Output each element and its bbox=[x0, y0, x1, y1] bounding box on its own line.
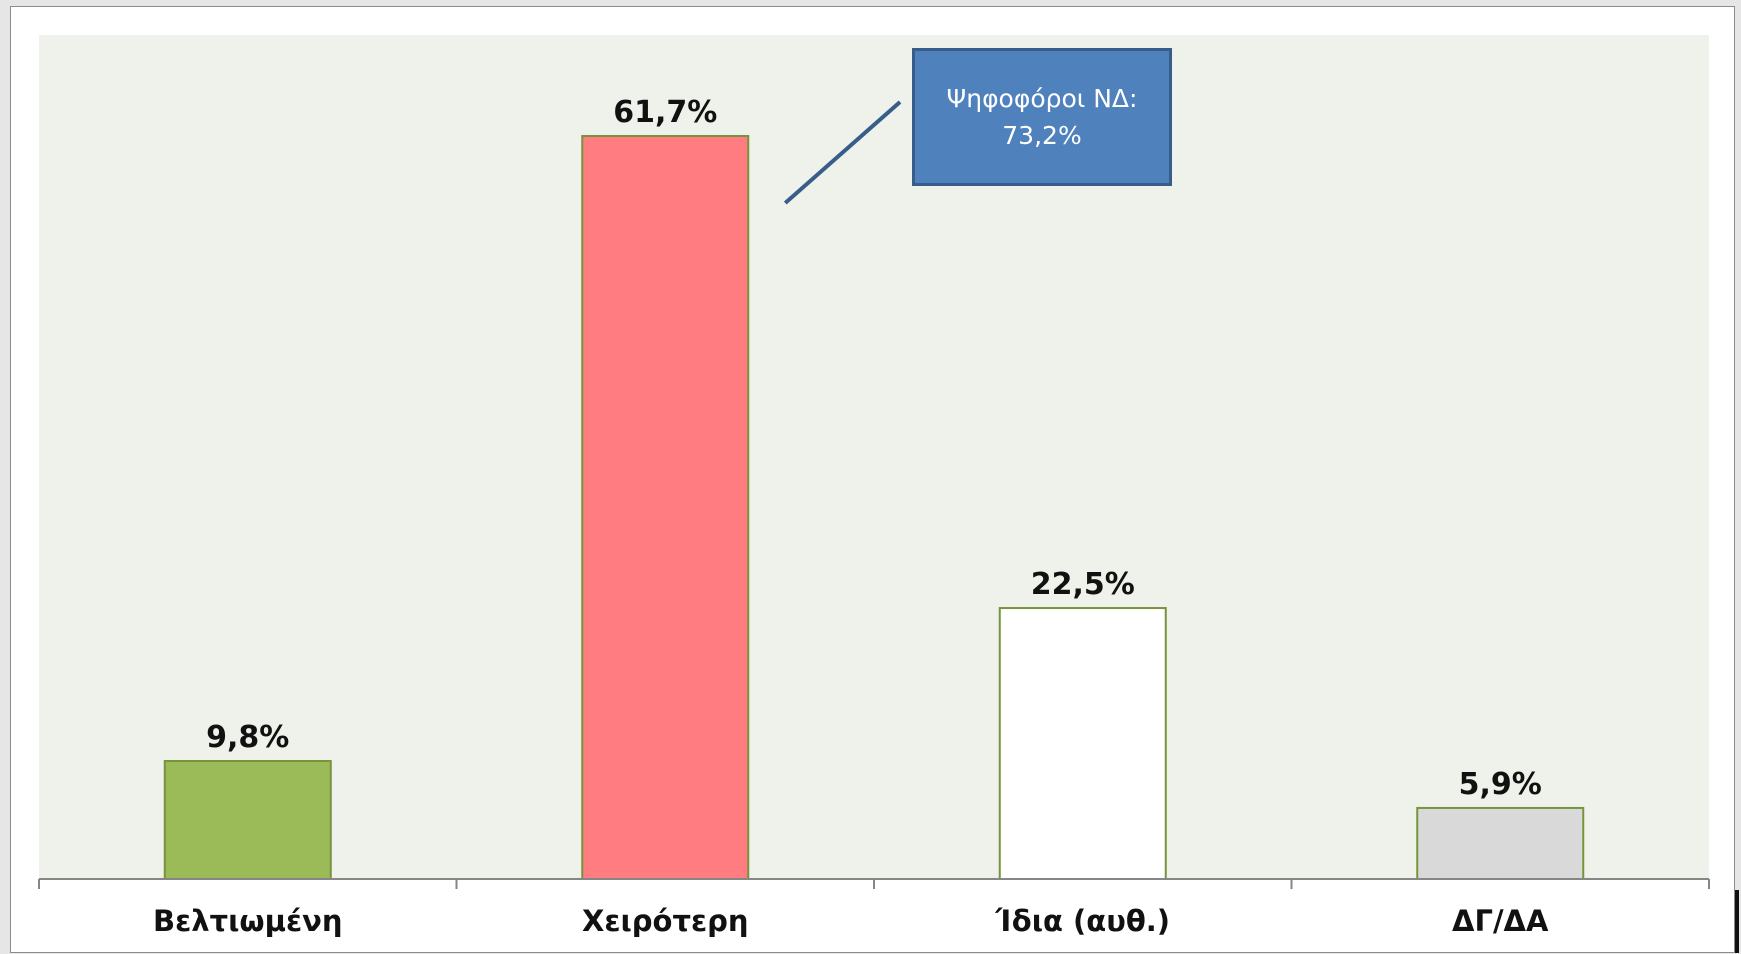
x-tick-label-2: Χειρότερη bbox=[582, 904, 749, 938]
x-axis bbox=[38, 878, 1710, 889]
callout-annotation: Ψηφοφόροι ΝΔ: 73,2% bbox=[912, 48, 1172, 186]
plot-area bbox=[39, 35, 1709, 879]
callout-line-2: 73,2% bbox=[1002, 121, 1082, 150]
callout-leader-line bbox=[783, 100, 902, 205]
bar-3 bbox=[998, 607, 1167, 881]
window-edge bbox=[1735, 890, 1739, 953]
x-tick-label-3: Ίδια (αυθ.) bbox=[994, 904, 1170, 938]
x-tick-label-4: ΔΓ/ΔΑ bbox=[1452, 904, 1549, 938]
data-label-2: 61,7% bbox=[613, 95, 717, 130]
labels-layer: 9,8% Βελτιωμένη 61,7% Χειρότερη 22,5% Ίδια (α… bbox=[153, 95, 1549, 938]
bar-1 bbox=[163, 759, 332, 881]
chart-frame: 9,8% Βελτιωμένη 61,7% Χειρότερη 22,5% Ίδια (α… bbox=[10, 6, 1735, 953]
callout-line-1: Ψηφοφόροι ΝΔ: bbox=[946, 84, 1138, 113]
bars-layer bbox=[163, 135, 1585, 881]
bar-chart: 9,8% Βελτιωμένη 61,7% Χειρότερη 22,5% Ίδια (α… bbox=[38, 35, 1710, 938]
x-tick-label-1: Βελτιωμένη bbox=[153, 904, 343, 938]
bar-4 bbox=[1416, 806, 1585, 880]
bar-2 bbox=[581, 135, 750, 880]
data-label-1: 9,8% bbox=[206, 720, 289, 755]
data-label-3: 22,5% bbox=[1031, 567, 1135, 602]
data-label-4: 5,9% bbox=[1459, 767, 1542, 802]
